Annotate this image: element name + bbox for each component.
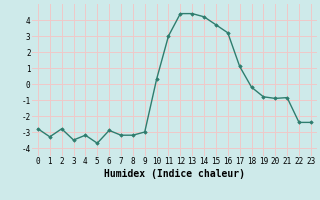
X-axis label: Humidex (Indice chaleur): Humidex (Indice chaleur) (104, 169, 245, 179)
